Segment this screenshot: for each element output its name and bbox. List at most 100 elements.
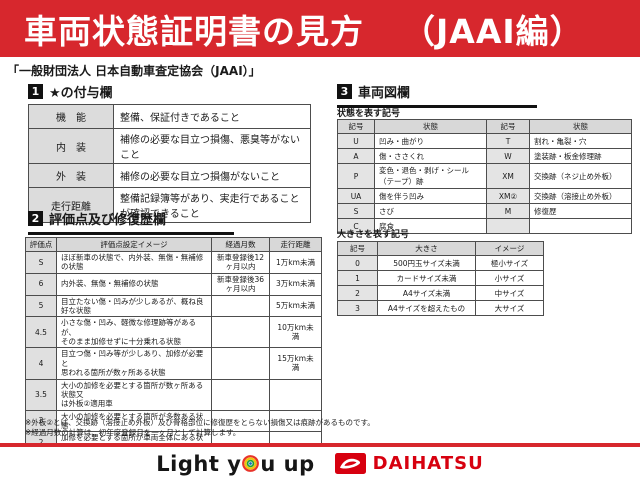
table-cell: S [25,251,57,274]
table-cell: XM② [486,188,530,204]
column-header: 記号 [337,241,378,256]
table-row: 走行距離 整備記録簿等があり、実走行であることが確認できること [28,187,311,223]
column-header: 記号 [337,119,375,134]
table-row: 内 装補修の必要な目立つ損傷、悪臭等がないこと [28,128,311,164]
table-cell: カードサイズ未満 [377,270,476,286]
table-cell: 整備記録簿等があり、実走行であることが確認できること [113,187,311,223]
table-cell: 大サイズ [475,300,544,316]
daihatsu-d-mark-icon [334,453,366,474]
table-cell: 1万km未満 [269,251,322,274]
table-row: 3.5 大小の加修を必要とする箇所が数ヶ所ある状態又 は外板②適用車 [25,378,322,411]
table-row: UA 傷を伴う凹み XM② 交換跡（溶接止め外板） [337,188,632,204]
table-row: C 腐食 [337,218,632,234]
table-cell: XM [486,163,530,189]
daihatsu-logo: DAIHATSU [334,453,484,474]
table-cell: 4 [25,347,57,380]
table-cell: M [486,203,530,219]
page-title-edition: （JAAI編） [402,11,584,51]
table-cell: 内 装 [28,128,114,164]
size-symbols-table: 記号 大きさ イメージ 0 500円玉サイズ未満 極小サイズ 1 カードサイズ未満 小サイズ 2… [337,241,544,316]
star-criteria-table: 機 能整備、保証付きであること内 装補修の必要な目立つ損傷、悪臭等がないこと外 … [28,104,311,223]
table-row: 1 カードサイズ未満 小サイズ [337,270,544,286]
table-row: 5 目立たない傷・凹みが少しあるが、概ね良好な状態 5万km未満 [25,294,322,318]
table-cell [211,316,270,349]
table-cell: 中サイズ [475,285,544,301]
table-cell: 0 [337,255,378,271]
table-cell: A4サイズ未満 [377,285,476,301]
column-header: 状態 [374,119,487,134]
table-row: P 変色・退色・剥げ・シール（テープ）跡 XM 交換跡（ネジ止め外板） [337,163,632,189]
table-cell: W [486,148,530,164]
condition-symbols-table: 記号 状態 記号 状態 U 凹み・曲がり T 割れ・亀裂・穴 A 傷・ささくれ W 塗装跡・板金修理… [337,119,632,234]
table-cell [529,218,632,234]
section-number-badge: 3 [337,84,352,99]
table-row: S ほぼ新車の状態で、内外装、無傷・無補修の状態 新車登録後12ヶ月以内 1万km未満 [25,251,322,274]
table-row: 4.5 小さな傷・凹み、軽微な修理跡等があるが、 そのまま加修せずに十分乗れる状態… [25,316,322,349]
table-cell: 1 [337,270,378,286]
target-rings-icon [242,455,260,472]
section-number-badge: 2 [28,211,43,226]
table-cell: 凹み・曲がり [374,133,487,149]
footer-divider-bar [0,443,640,447]
table-cell [211,294,270,318]
table-cell: 6 [25,272,57,296]
table-cell [486,218,530,234]
footer: Light y u up DAIHATSU [0,447,640,480]
table-cell: 5万km未満 [269,294,322,318]
column-header: 状態 [529,119,632,134]
table-cell: 外 装 [28,163,114,188]
table-cell: 新車登録後12ヶ月以内 [211,251,270,274]
table-cell: 修復歴 [529,203,632,219]
table-cell: 走行距離 [28,187,114,223]
table-row: A 傷・ささくれ W 塗装跡・板金修理跡 [337,148,632,164]
table-cell: さび [374,203,487,219]
table-cell: 目立たない傷・凹みが少しあるが、概ね良好な状態 [56,294,212,318]
table-cell: 極小サイズ [475,255,544,271]
table-row: 2 A4サイズ未満 中サイズ [337,285,544,301]
slogan-text-post: u up [260,451,315,476]
table-cell: 内外装、無傷・無補修の状態 [56,272,212,296]
footnote: ※外板②とは、交換跡（溶接止め外板）及び骨格部位に修復歴をとらない損傷又は痕跡が… [25,418,375,427]
table-cell: 新車登録後36ヶ月以内 [211,272,270,296]
table-row: 6 内外装、無傷・無補修の状態 新車登録後36ヶ月以内 3万km未満 [25,272,322,296]
table-cell: 3.5 [25,378,57,411]
table-header-row: 記号 状態 記号 状態 [337,119,632,134]
daihatsu-brand-text: DAIHATSU [372,453,484,474]
table-cell: U [337,133,375,149]
table-cell: 傷を伴う凹み [374,188,487,204]
table-cell: 塗装跡・板金修理跡 [529,148,632,164]
table-cell: 15万km未満 [269,347,322,380]
section-number-badge: 1 [28,84,43,99]
table-cell [211,378,270,411]
table-cell: A [337,148,375,164]
table-cell: 10万km未満 [269,316,322,349]
table-cell: ほぼ新車の状態で、内外装、無傷・無補修の状態 [56,251,212,274]
page-title: 車両状態証明書の見方 [24,11,364,51]
table-cell: T [486,133,530,149]
table-cell: 傷・ささくれ [374,148,487,164]
section-header-evaluation: 2 評価点及び修復歴欄 [28,209,234,235]
table-cell: 補修の必要な目立つ損傷、悪臭等がないこと [113,128,311,164]
table-cell [269,378,322,411]
section-title: 車両図欄 [358,86,411,101]
section-header-diagram: 3 車両図欄 [337,82,537,108]
column-header: 経過月数 [211,237,270,252]
table-cell: 割れ・亀裂・穴 [529,133,632,149]
table-row: 3 A4サイズを超えたもの 大サイズ [337,300,544,316]
organization-subtitle: 「一般財団法人 日本自動車査定協会（JAAI）」 [7,64,261,78]
table-cell: 2 [337,285,378,301]
footnotes: ※外板②とは、交換跡（溶接止め外板）及び骨格部位に修復歴をとらない損傷又は痕跡が… [25,418,375,438]
column-header: 評価点 [25,237,57,252]
table-cell [211,347,270,380]
table-cell: 目立つ傷・凹み等が少しあり、加修が必要と 思われる箇所が数ヶ所ある状態 [56,347,212,380]
banner: 車両状態証明書の見方 （JAAI編） [0,0,640,57]
table-row: 4 目立つ傷・凹み等が少しあり、加修が必要と 思われる箇所が数ヶ所ある状態 15万k… [25,347,322,380]
table-cell: 整備、保証付きであること [113,104,311,129]
column-header: 記号 [486,119,530,134]
table-cell: 3 [337,300,378,316]
table-cell: 3万km未満 [269,272,322,296]
table-cell: 変色・退色・剥げ・シール（テープ）跡 [374,163,487,189]
size-symbols-label: 大きさを表す記号 [337,230,410,240]
table-header-row: 記号 大きさ イメージ [337,241,544,256]
